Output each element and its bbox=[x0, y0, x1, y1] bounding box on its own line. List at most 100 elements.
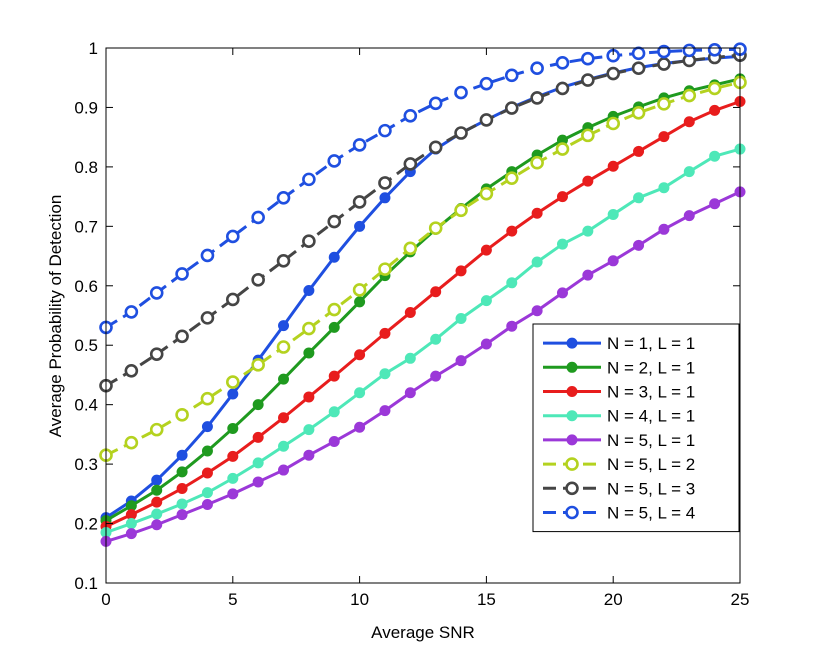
data-point-s7-2 bbox=[149, 347, 164, 361]
data-point-s6-5 bbox=[226, 375, 240, 389]
data-point-s3-14 bbox=[455, 265, 467, 277]
data-point-s3-18 bbox=[556, 191, 568, 203]
data-point-s2-10 bbox=[354, 296, 366, 308]
data-point-s8-10 bbox=[352, 138, 367, 152]
data-point-s7-5 bbox=[226, 292, 240, 307]
data-point-s6-2 bbox=[149, 422, 164, 437]
legend-label-8: N = 5, L = 4 bbox=[607, 504, 695, 523]
data-point-s7-14 bbox=[454, 126, 468, 140]
data-point-s6-7 bbox=[276, 340, 291, 354]
data-point-s1-10 bbox=[354, 220, 366, 232]
data-point-s3-9 bbox=[328, 370, 340, 382]
data-point-s6-16 bbox=[504, 171, 519, 185]
legend-marker-7 bbox=[565, 481, 579, 496]
data-point-s3-10 bbox=[354, 349, 366, 361]
data-point-s6-3 bbox=[175, 407, 189, 422]
data-point-s7-16 bbox=[504, 101, 519, 115]
data-point-s8-16 bbox=[504, 68, 519, 83]
data-point-s1-7 bbox=[278, 320, 290, 332]
data-point-s5-4 bbox=[201, 499, 213, 511]
y-tick-label: 0.9 bbox=[74, 98, 98, 117]
data-point-s2-6 bbox=[252, 399, 264, 411]
data-point-s4-20 bbox=[607, 208, 619, 220]
data-point-s5-20 bbox=[607, 255, 619, 267]
data-point-s5-5 bbox=[227, 488, 239, 500]
data-point-s3-8 bbox=[303, 391, 315, 403]
data-point-s6-23 bbox=[682, 88, 697, 103]
data-point-s4-19 bbox=[582, 225, 594, 237]
data-point-s6-14 bbox=[454, 203, 468, 218]
plot-area bbox=[99, 42, 747, 583]
x-tick-label: 25 bbox=[731, 590, 750, 609]
data-point-s8-7 bbox=[276, 191, 291, 205]
data-point-s3-19 bbox=[582, 175, 594, 187]
data-point-s1-8 bbox=[303, 285, 315, 297]
data-point-s4-11 bbox=[379, 368, 391, 380]
data-point-s6-22 bbox=[657, 97, 671, 111]
data-point-s2-5 bbox=[227, 422, 239, 434]
data-point-s7-10 bbox=[352, 195, 367, 209]
y-tick-label: 0.3 bbox=[74, 455, 98, 474]
data-point-s1-5 bbox=[227, 388, 239, 400]
data-point-s3-2 bbox=[151, 496, 163, 508]
data-point-s8-21 bbox=[631, 46, 646, 61]
data-point-s2-4 bbox=[201, 445, 213, 457]
data-point-s2-3 bbox=[176, 466, 188, 478]
data-point-s6-24 bbox=[707, 81, 722, 96]
data-point-s5-7 bbox=[278, 464, 290, 476]
axes-frame bbox=[105, 47, 741, 584]
legend-marker-1 bbox=[566, 337, 578, 349]
data-point-s3-16 bbox=[506, 225, 518, 237]
data-point-s6-19 bbox=[581, 128, 595, 143]
y-tick-label: 0.7 bbox=[74, 217, 98, 236]
data-point-s4-2 bbox=[151, 508, 163, 520]
data-point-s4-13 bbox=[430, 333, 442, 345]
data-point-s6-21 bbox=[631, 105, 646, 120]
data-point-s6-15 bbox=[479, 186, 494, 201]
data-point-s8-17 bbox=[530, 61, 544, 76]
data-point-s8-13 bbox=[428, 96, 443, 111]
data-point-s8-6 bbox=[251, 210, 265, 225]
data-point-s7-13 bbox=[428, 140, 443, 155]
data-point-s6-1 bbox=[124, 435, 139, 450]
data-point-s4-17 bbox=[531, 256, 543, 268]
data-point-s2-7 bbox=[278, 373, 290, 385]
data-point-s4-12 bbox=[404, 352, 416, 364]
data-point-s6-6 bbox=[251, 358, 265, 372]
legend-label-4: N = 4, L = 1 bbox=[607, 407, 695, 426]
x-tick-label: 20 bbox=[604, 590, 623, 609]
data-point-s7-19 bbox=[581, 73, 595, 87]
y-tick-label: 1 bbox=[89, 39, 98, 58]
data-point-s4-3 bbox=[176, 498, 188, 510]
legend-label-5: N = 5, L = 1 bbox=[607, 431, 695, 450]
data-point-s7-15 bbox=[479, 113, 494, 127]
data-point-s3-22 bbox=[658, 131, 670, 143]
data-point-s5-17 bbox=[531, 305, 543, 317]
data-point-s3-5 bbox=[227, 450, 239, 462]
x-axis-label: Average SNR bbox=[371, 623, 475, 642]
data-point-s4-8 bbox=[303, 424, 315, 436]
data-point-s2-2 bbox=[151, 484, 163, 496]
data-point-s1-2 bbox=[151, 474, 163, 486]
data-point-s7-9 bbox=[327, 214, 342, 229]
data-point-s4-18 bbox=[556, 238, 568, 250]
data-point-s7-20 bbox=[606, 66, 621, 81]
data-point-s7-22 bbox=[657, 57, 671, 71]
data-point-s5-6 bbox=[252, 476, 264, 488]
data-point-s3-23 bbox=[683, 116, 695, 128]
data-point-s5-18 bbox=[556, 287, 568, 299]
data-point-s5-3 bbox=[176, 509, 188, 521]
data-point-s8-8 bbox=[302, 172, 316, 187]
data-point-s5-8 bbox=[303, 449, 315, 461]
data-point-s8-23 bbox=[682, 43, 697, 58]
data-point-s6-10 bbox=[352, 283, 367, 297]
data-point-s5-22 bbox=[658, 223, 670, 235]
x-tick-label: 5 bbox=[228, 590, 237, 609]
data-point-s8-5 bbox=[226, 229, 240, 244]
data-point-s8-19 bbox=[581, 51, 595, 66]
data-point-s8-14 bbox=[454, 85, 468, 100]
data-point-s5-9 bbox=[328, 436, 340, 448]
legend-label-6: N = 5, L = 2 bbox=[607, 455, 695, 474]
data-point-s8-3 bbox=[175, 267, 189, 281]
data-point-s8-18 bbox=[555, 56, 570, 70]
